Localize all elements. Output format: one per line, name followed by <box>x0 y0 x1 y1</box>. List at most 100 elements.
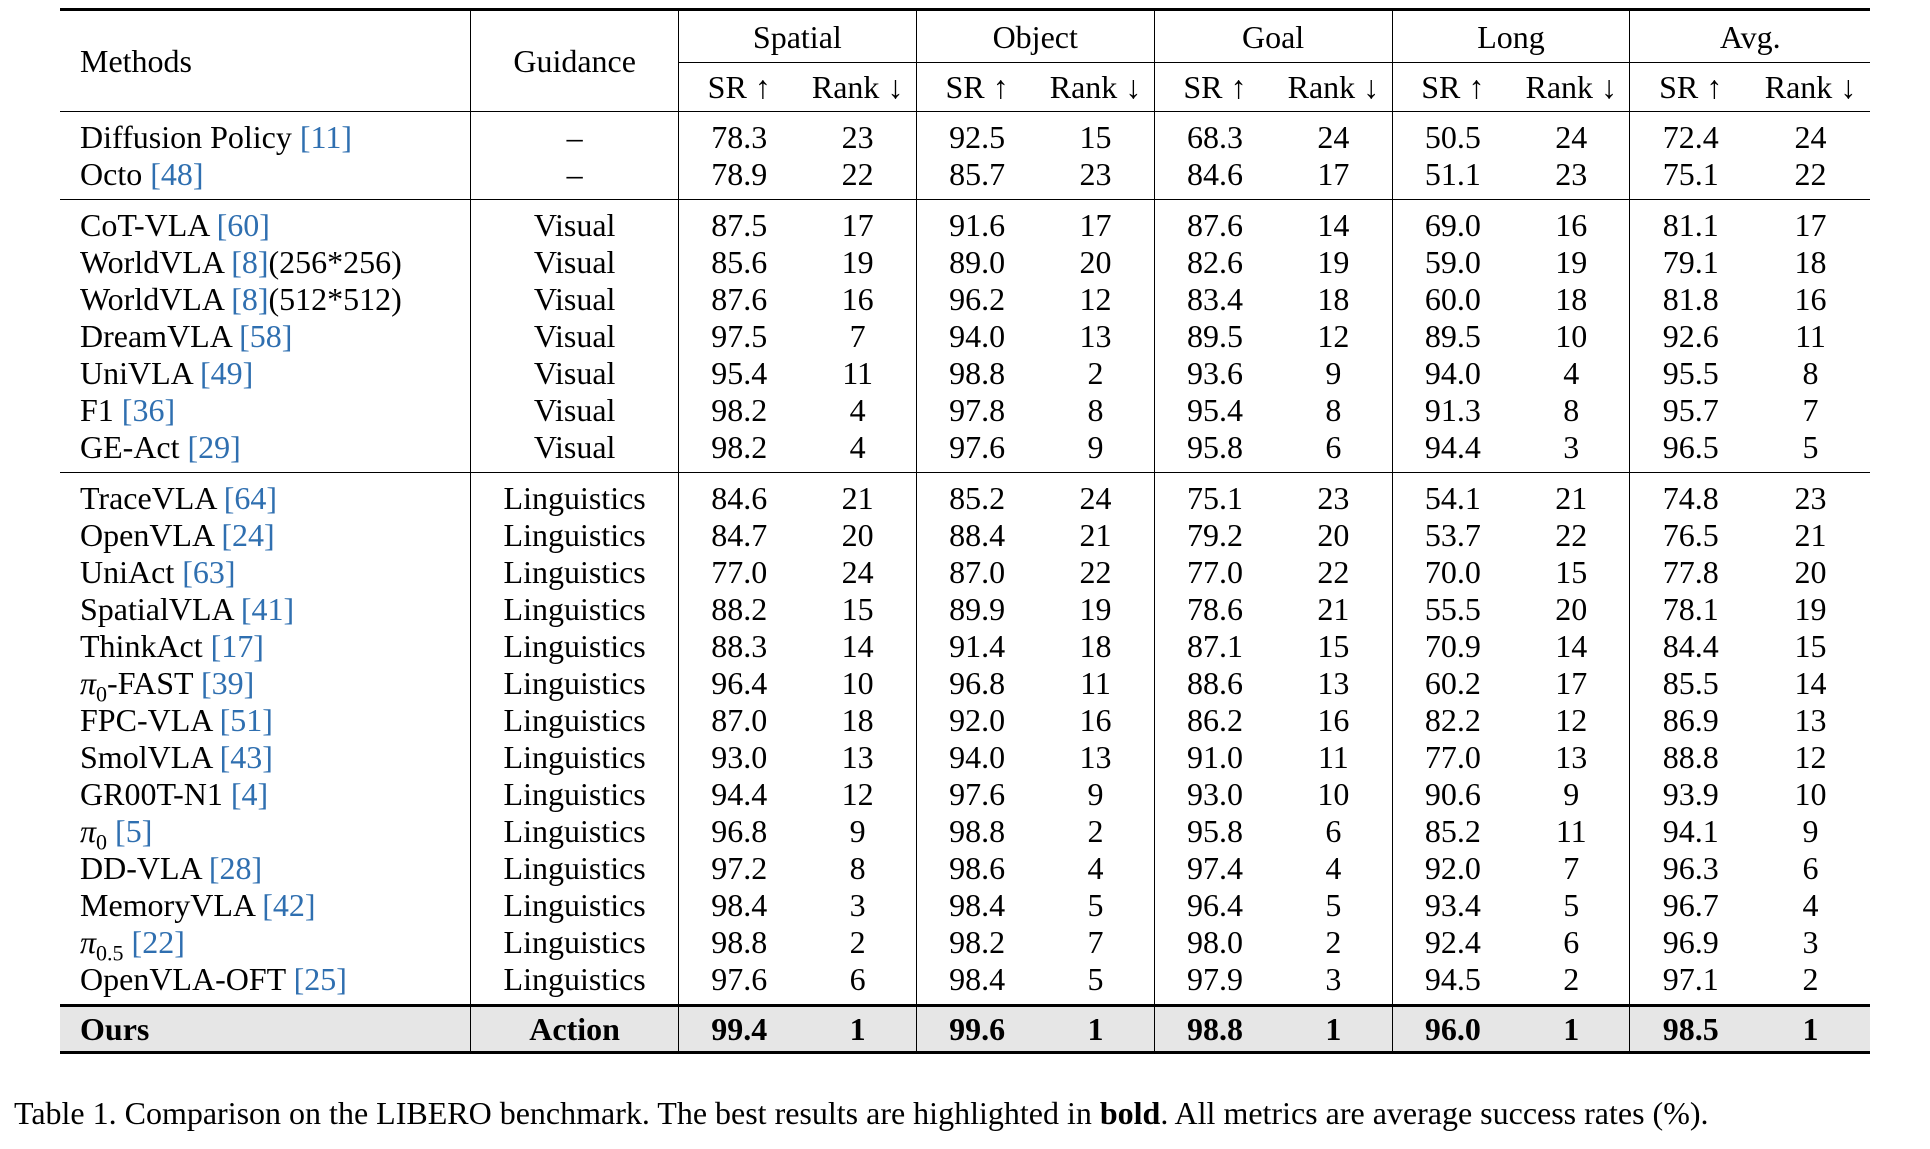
value-cell-sr: 98.8 <box>915 813 1038 850</box>
value-cell-rank: 6 <box>1325 813 1342 849</box>
value-cell-rank: 16 <box>1513 199 1630 244</box>
citation-link[interactable]: [8] <box>231 281 269 317</box>
metric-header-sr: SR ↑ <box>1391 62 1514 112</box>
citation-link[interactable]: [58] <box>239 318 293 354</box>
value-cell-rank: 4 <box>849 392 866 428</box>
citation-link[interactable]: [60] <box>216 207 270 243</box>
method-label-rest <box>124 924 132 960</box>
value-cell-sr: 92.4 <box>1391 924 1514 961</box>
table-row: SmolVLA [43] Linguistics 93.0 13 94.0 13 91.0 1… <box>60 739 1870 776</box>
citation-link[interactable]: [5] <box>115 813 153 849</box>
results-table: Methods Guidance Spatial Object Goal Lon… <box>60 8 1870 1054</box>
value-cell-rank: 15 <box>1555 554 1588 590</box>
citation-link[interactable]: [25] <box>293 961 347 997</box>
caption-suffix: . All metrics are average success rates … <box>1160 1095 1709 1131</box>
value-cell-rank: 2 <box>1087 355 1104 391</box>
citation-link[interactable]: [17] <box>210 628 264 664</box>
citation-link[interactable]: [63] <box>182 554 236 590</box>
value-cell-sr: 55.5 <box>1391 591 1514 628</box>
method-label: OpenVLA <box>80 517 222 553</box>
table-row: CoT-VLA [60] Visual 87.5 17 91.6 17 87.6 14 69.0… <box>60 199 1870 244</box>
citation-link[interactable]: [8] <box>231 244 269 280</box>
value-cell-rank: 13 <box>1079 739 1112 775</box>
value-cell-rank: 24 <box>1317 119 1350 155</box>
value-cell-rank: 20 <box>1555 591 1588 627</box>
citation-link[interactable]: [24] <box>221 517 275 553</box>
citation-link[interactable]: [11] <box>299 119 352 155</box>
guidance-cell: Linguistics <box>470 776 679 813</box>
method-label: π <box>80 924 97 960</box>
value-cell-sr: 94.5 <box>1391 961 1514 1006</box>
value-cell-rank: 20 <box>1079 244 1112 280</box>
value-cell-rank: 24 <box>841 554 874 590</box>
citation-link[interactable]: [28] <box>208 850 263 886</box>
method-name: ThinkAct [17] <box>60 628 471 665</box>
results-table-container: Methods Guidance Spatial Object Goal Lon… <box>60 8 1870 1054</box>
value-cell-sr: 87.6 <box>1153 199 1276 244</box>
value-cell-rank: 2 <box>849 924 866 960</box>
value-cell-sr: 98.4 <box>915 887 1038 924</box>
value-cell-sr: 98.6 <box>915 850 1038 887</box>
caption-bold-word: bold <box>1099 1095 1161 1131</box>
method-label: WorldVLA <box>80 281 232 317</box>
citation-link[interactable]: [51] <box>219 702 273 738</box>
table-row: π0 [5] Linguistics 96.8 9 98.8 2 95.8 6 85.2 11 94… <box>60 813 1870 853</box>
citation-link[interactable]: [4] <box>230 776 269 812</box>
group-header-goal: Goal <box>1153 9 1393 63</box>
table-row: Diffusion Policy [11] –78.3 23 92.5 15 68.3 24… <box>60 111 1870 156</box>
citation-link[interactable]: [43] <box>219 739 273 775</box>
value-cell-sr: 88.6 <box>1153 665 1276 702</box>
method-label-rest: -FAST <box>107 665 201 701</box>
value-cell-sr: 78.9 <box>677 156 800 200</box>
value-cell-sr: 69.0 <box>1391 199 1514 244</box>
table-row: UniAct [63] Linguistics 77.0 24 87.0 22 77.0 22… <box>60 554 1870 591</box>
citation-link[interactable]: [29] <box>187 429 241 465</box>
citation-link[interactable]: [22] <box>131 924 185 960</box>
value-cell-sr: 87.0 <box>915 554 1038 591</box>
method-label: π <box>80 665 97 701</box>
method-subscript: 0 <box>96 681 108 707</box>
citation-link[interactable]: [64] <box>223 480 277 516</box>
citation-link[interactable]: [41] <box>240 591 295 627</box>
guidance-cell: Linguistics <box>470 961 679 1006</box>
method-subscript: 0 <box>96 829 108 855</box>
value-cell-sr: 87.0 <box>677 702 800 739</box>
value-cell-sr: 97.5 <box>677 318 800 355</box>
value-cell-rank: 16 <box>841 281 874 317</box>
value-cell-rank: 18 <box>841 702 874 738</box>
value-cell-rank: 2 <box>1087 813 1104 849</box>
value-cell-rank: 8 <box>1563 392 1580 428</box>
value-cell-rank: 21 <box>1079 517 1112 553</box>
guidance-cell: Visual <box>470 355 679 392</box>
value-cell-sr: 84.7 <box>677 517 800 554</box>
citation-link[interactable]: [42] <box>262 887 316 923</box>
citation-link[interactable]: [36] <box>121 392 176 428</box>
value-cell-sr: 95.8 <box>1153 813 1276 850</box>
guidance-cell: Visual <box>470 281 679 318</box>
value-cell-sr: 81.1 <box>1629 199 1751 244</box>
citation-link[interactable]: [48] <box>150 156 204 192</box>
value-cell-sr: 96.0 <box>1391 1004 1514 1054</box>
value-cell-rank: 21 <box>1317 591 1350 627</box>
value-cell-sr: 96.9 <box>1629 924 1751 961</box>
value-cell-sr: 72.4 <box>1629 111 1751 156</box>
metric-header-sr: SR ↑ <box>677 62 800 112</box>
value-cell-sr: 81.8 <box>1629 281 1751 318</box>
method-label: DD-VLA <box>80 850 209 886</box>
guidance-header: Guidance <box>470 9 679 112</box>
value-cell-rank: 23 <box>1079 156 1112 192</box>
metric-header-rank: Rank ↓ <box>1525 69 1618 105</box>
value-cell-rank: 17 <box>1037 199 1155 244</box>
guidance-cell: Visual <box>470 318 679 355</box>
value-cell-rank: 13 <box>1317 665 1350 701</box>
value-cell-sr: 97.4 <box>1153 850 1276 887</box>
value-cell-rank: 1 <box>1513 1004 1630 1054</box>
citation-link[interactable]: [39] <box>200 665 255 701</box>
table-row: GR00T-N1 [4] Linguistics 94.4 12 97.6 9 93.0 10… <box>60 776 1870 813</box>
guidance-cell: Visual <box>470 429 679 473</box>
value-cell-rank: 11 <box>1317 739 1349 775</box>
citation-link[interactable]: [49] <box>200 355 254 391</box>
method-label: MemoryVLA <box>80 887 263 923</box>
value-cell-rank: 22 <box>1317 554 1350 590</box>
value-cell-rank: 14 <box>1275 199 1393 244</box>
